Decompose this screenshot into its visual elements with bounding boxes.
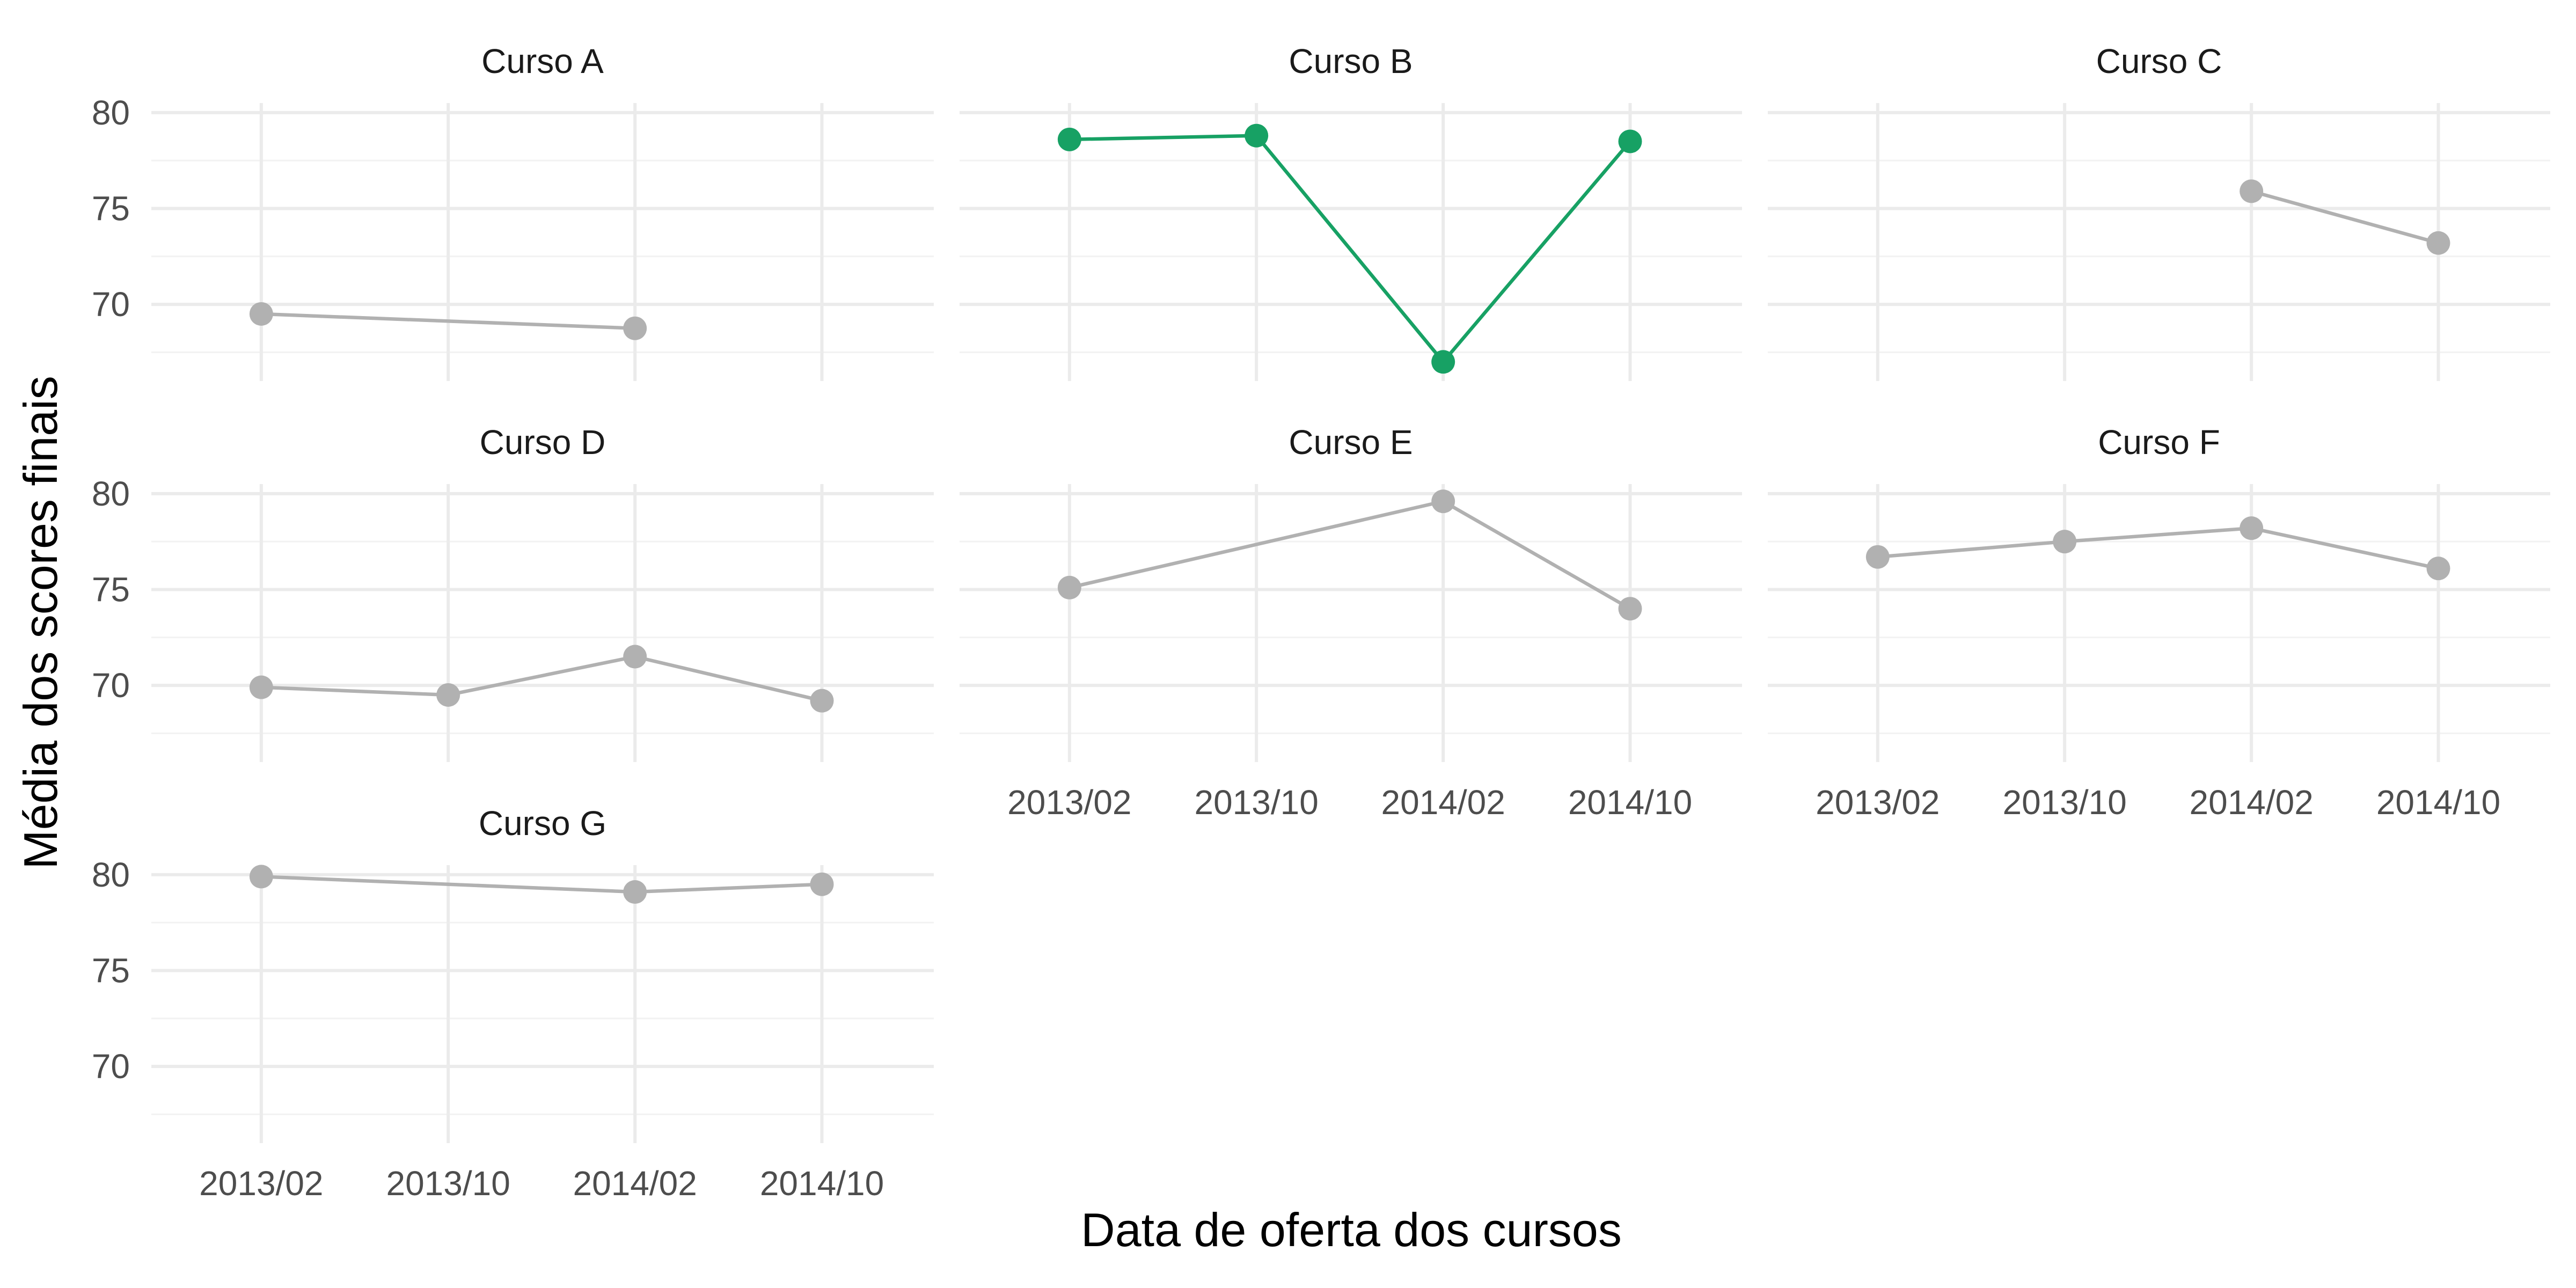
facet-title: Curso A	[481, 42, 604, 80]
x-tick-label: 2013/02	[199, 1164, 323, 1203]
facet-title: Curso G	[479, 804, 606, 843]
series-line	[1069, 499, 1631, 611]
x-tick-label: 2013/02	[1816, 783, 1940, 822]
facet-title: Curso C	[2096, 42, 2222, 80]
y-tick-label: 80	[92, 93, 130, 132]
data-point	[1618, 129, 1642, 153]
data-point	[623, 316, 647, 340]
facet-curso-f: Curso F 2013/02 2013/10 2014/02 2014/10	[1768, 423, 2550, 822]
facet-curso-g: Curso G 70 75 80 2013/02 2013/10 2014/02 2014/1…	[92, 804, 934, 1203]
data-point	[623, 645, 647, 669]
x-tick-label: 2013/02	[1007, 783, 1131, 822]
x-tick-label: 2014/02	[573, 1164, 697, 1203]
y-tick-label: 70	[92, 285, 130, 324]
data-point	[249, 675, 273, 699]
facet-curso-a: Curso A 70 75 80	[92, 42, 934, 381]
facet-curso-d: Curso D 70 75 80	[92, 423, 934, 762]
facet-curso-c: Curso C	[1768, 42, 2550, 381]
data-point	[2426, 231, 2450, 255]
y-tick-label: 70	[92, 1047, 130, 1086]
facet-curso-b: Curso B	[960, 42, 1742, 381]
data-point	[810, 689, 834, 713]
data-point	[810, 872, 834, 896]
x-axis-title: Data de oferta dos cursos	[1081, 1203, 1622, 1256]
series-line	[261, 312, 635, 331]
series-line	[1877, 526, 2439, 570]
data-point	[2053, 530, 2077, 554]
data-point	[249, 302, 273, 326]
x-tick-label: 2014/10	[2376, 783, 2500, 822]
data-point	[623, 880, 647, 904]
facet-title: Curso E	[1289, 423, 1413, 462]
y-tick-label: 75	[92, 570, 130, 609]
y-tick-label: 70	[92, 666, 130, 705]
series-line	[2251, 189, 2439, 245]
data-point	[436, 683, 460, 707]
series-line	[261, 655, 823, 702]
facet-title: Curso F	[2098, 423, 2220, 462]
facet-title: Curso D	[480, 423, 606, 462]
y-tick-label: 80	[92, 855, 130, 894]
data-point	[1865, 545, 1890, 569]
x-tick-label: 2014/02	[1381, 783, 1505, 822]
series-line	[1069, 134, 1631, 364]
series-line	[261, 875, 822, 894]
data-point	[2240, 516, 2264, 540]
data-point	[1618, 597, 1642, 621]
facet-curso-e: Curso E 2013/02 2013/10 2014/02 2014/10	[960, 423, 1742, 822]
y-axis-title: Média dos scores finais	[14, 376, 67, 869]
data-point	[2240, 179, 2264, 203]
facet-title: Curso B	[1289, 42, 1413, 80]
x-tick-label: 2014/10	[1568, 783, 1692, 822]
y-tick-label: 75	[92, 189, 130, 228]
x-tick-label: 2013/10	[386, 1164, 510, 1203]
x-tick-label: 2014/02	[2190, 783, 2314, 822]
data-point	[249, 865, 273, 889]
data-point	[2426, 557, 2450, 581]
y-tick-label: 75	[92, 951, 130, 990]
data-point	[1057, 575, 1081, 599]
x-tick-label: 2013/10	[2002, 783, 2126, 822]
y-tick-label: 80	[92, 474, 130, 513]
data-point	[1431, 350, 1455, 374]
data-point	[1431, 489, 1455, 514]
x-tick-label: 2013/10	[1194, 783, 1318, 822]
x-tick-label: 2014/10	[760, 1164, 884, 1203]
data-point	[1057, 127, 1081, 151]
data-point	[1245, 123, 1269, 148]
